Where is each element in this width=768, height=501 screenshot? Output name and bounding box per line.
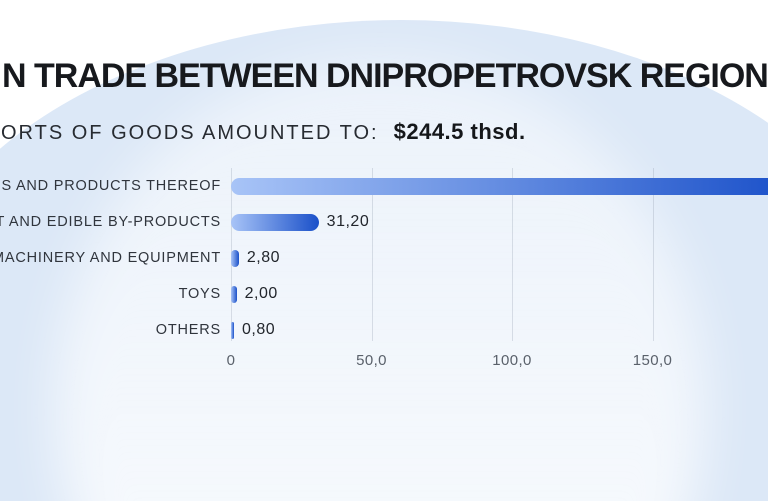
category-label: EAT AND EDIBLE BY-PRODUCTS <box>0 214 221 230</box>
bar <box>231 213 319 231</box>
category-label: ASS AND PRODUCTS THEREOF <box>0 178 221 194</box>
subtitle-text: ORTS OF GOODS AMOUNTED TO: <box>1 122 379 144</box>
x-tick-label-100: 100,0 <box>492 352 532 369</box>
category-label: MACHINERY AND EQUIPMENT <box>0 250 221 266</box>
gridline-50 <box>371 168 373 341</box>
value-label: 2,00 <box>244 285 278 302</box>
bar <box>231 321 234 339</box>
page-title: N TRADE BETWEEN DNIPROPETROVSK REGION A <box>2 57 768 95</box>
bar <box>231 249 239 267</box>
category-label: TOYS <box>178 286 221 302</box>
gridline-100 <box>512 168 513 341</box>
subtitle-amount: $244.5 thsd. <box>393 119 526 144</box>
x-tick-label-50: 50,0 <box>356 352 387 369</box>
bar <box>231 285 237 303</box>
subtitle: ORTS OF GOODS AMOUNTED TO: $244.5 thsd. <box>1 119 526 145</box>
value-label: 31,20 <box>326 213 370 230</box>
x-tick-label-0: 0 <box>226 352 236 369</box>
bar <box>231 177 768 195</box>
value-label: 0,80 <box>242 321 276 338</box>
gridline-150 <box>652 168 654 341</box>
x-tick-label-150: 150,0 <box>632 352 673 369</box>
value-label: 2,80 <box>246 249 280 266</box>
category-label: OTHERS <box>155 322 221 338</box>
